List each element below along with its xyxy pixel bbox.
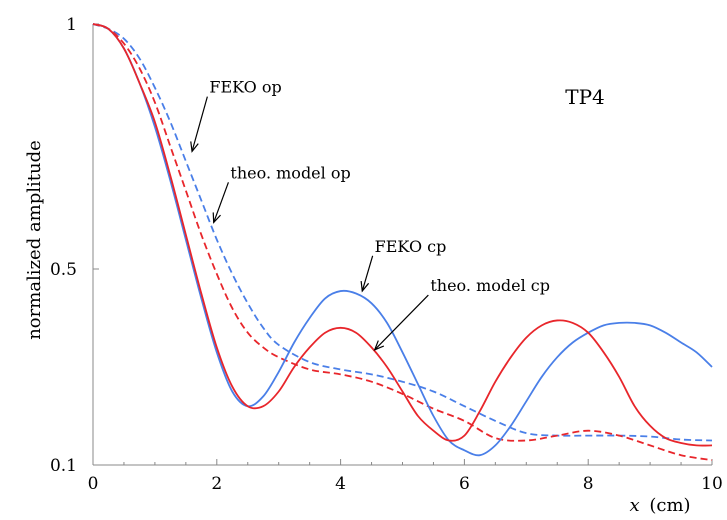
series-layer [92,23,713,461]
series-line-4 [92,23,713,447]
y-tick-label: 1 [66,15,77,35]
annotation-arrow [213,182,229,223]
annotation-arrowhead [373,340,385,351]
x-tick-label: 0 [88,474,99,494]
y-tick-label: 0.1 [50,456,77,476]
annotation-arrowhead [212,212,221,224]
x-tick-label: 2 [211,474,222,494]
series-line-3 [92,23,713,457]
annotation-layer: FEKO op theo. model op FEKO cp theo. model … [190,78,550,351]
annotation-arrow [191,96,208,152]
x-axis-label: x (cm) [629,495,690,516]
annotation-arrow [374,294,429,351]
annotation-label: theo. model cp [430,276,550,295]
y-tick-label: 0.5 [50,260,77,280]
chart-title: TP4 [565,85,605,109]
series-line-2 [92,23,713,461]
y-axis-label: normalized amplitude [24,140,45,340]
axis-ticks: 0 2 4 6 8 10 0.1 0.5 1 [50,15,723,494]
x-tick-label: 8 [583,474,594,494]
x-axis-label-var: x [629,495,639,516]
annotation-arrowhead [190,141,199,153]
annotation-label: FEKO op [209,78,281,97]
annotation-arrow [361,255,374,292]
x-tick-label: 6 [459,474,470,494]
annotation-arrowhead [360,281,370,293]
series-line-1 [92,23,713,442]
x-axis-label-unit: (cm) [649,495,690,516]
annotation-label: FEKO cp [375,237,447,256]
x-tick-label: 4 [335,474,346,494]
x-tick-label: 10 [701,474,723,494]
annotation-label: theo. model op [230,163,350,182]
